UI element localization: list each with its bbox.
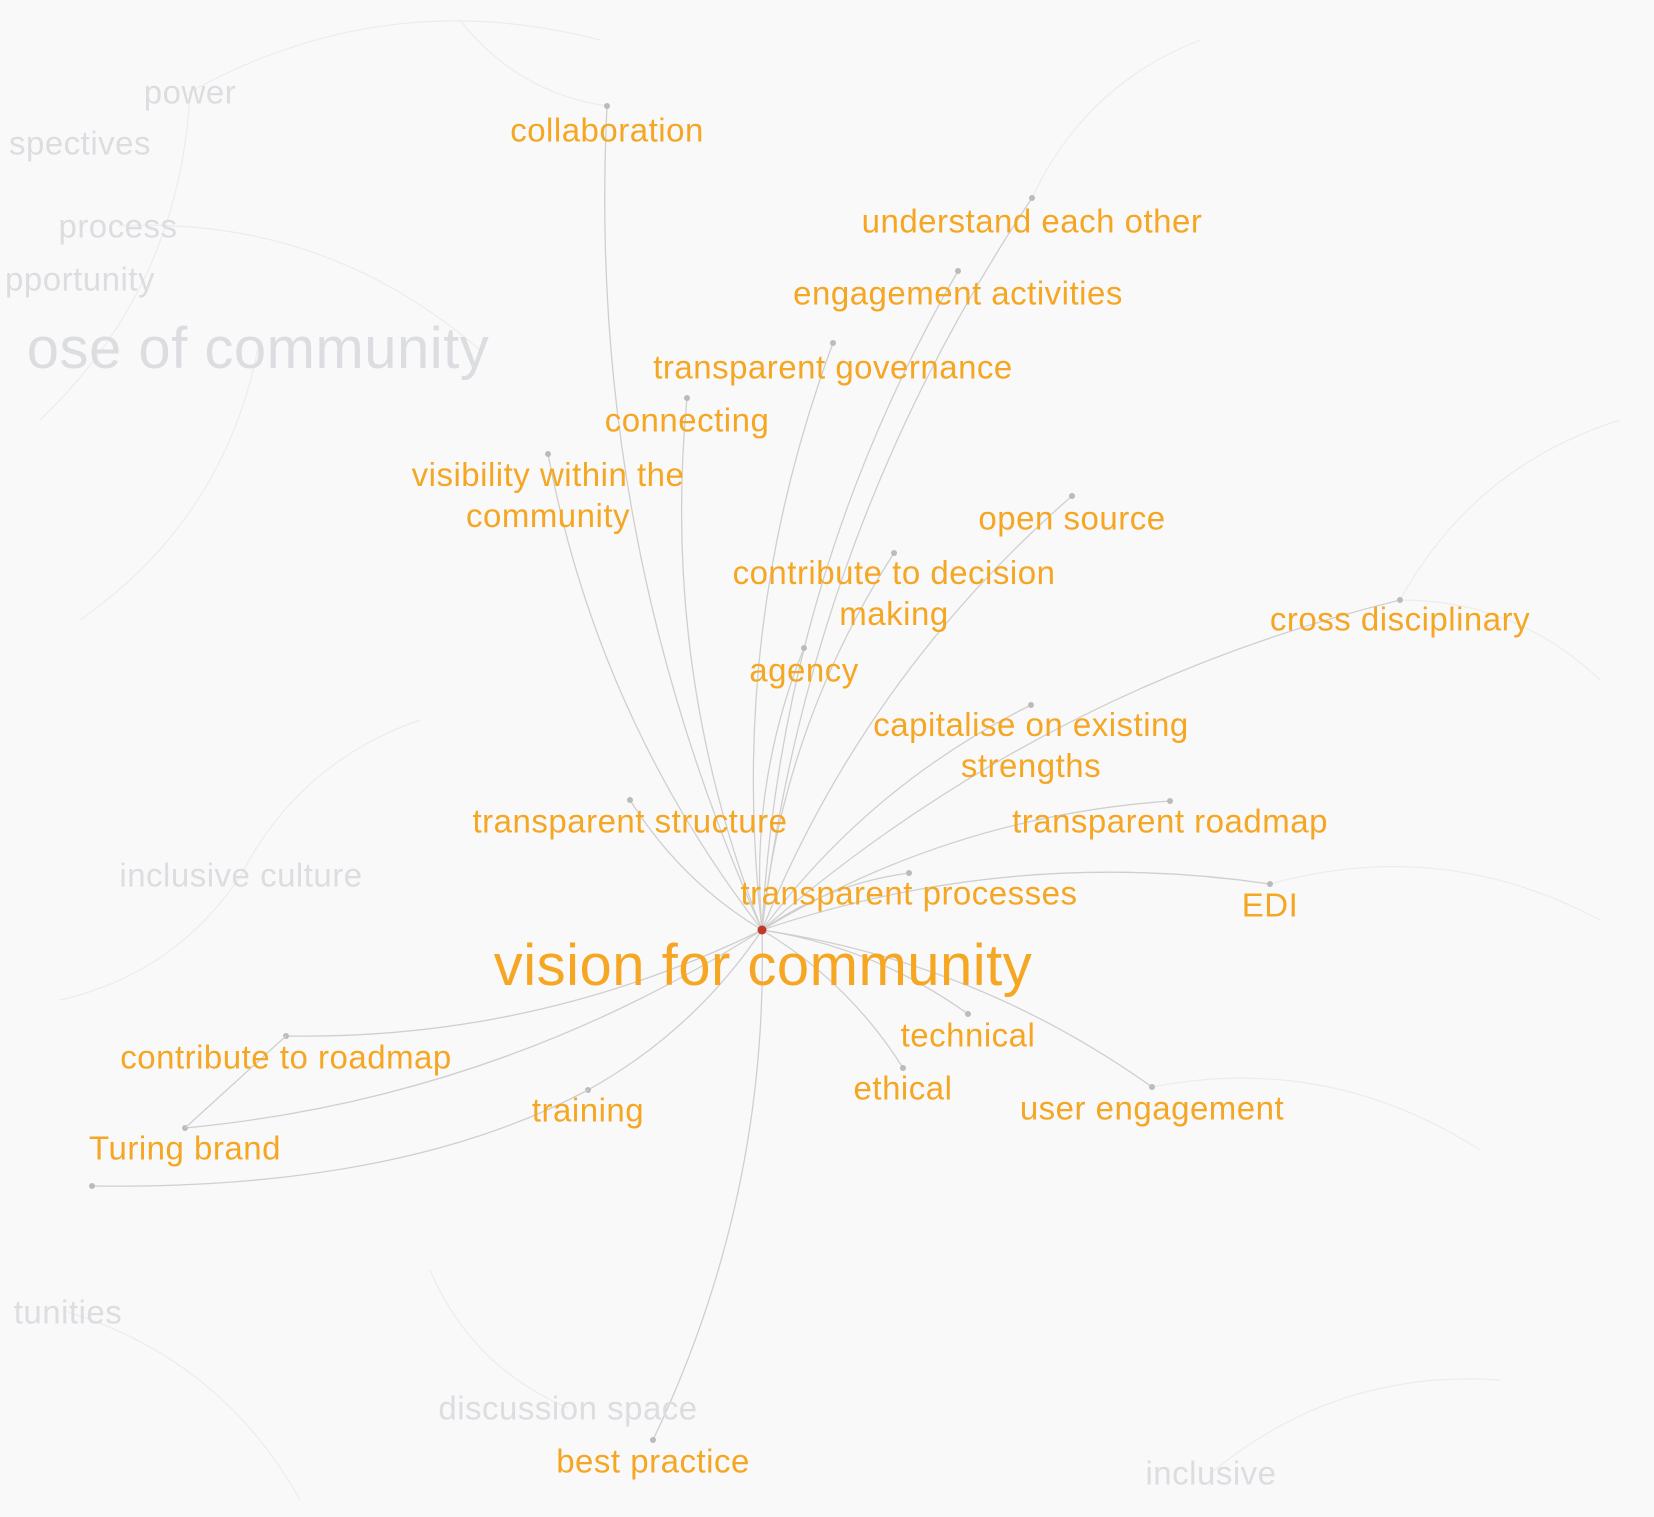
term-opportunity[interactable]: pportunity [5,260,155,298]
edge-structure [629,799,763,931]
term-vision-for-community[interactable]: vision for community [493,932,1033,998]
term-transparent-roadmap[interactable]: transparent roadmap [1012,802,1328,840]
edge-contribroad [285,929,763,1037]
edge-training-left [91,1089,589,1187]
background-edge [117,224,481,351]
term-contribute-to-roadmap[interactable]: contribute to roadmap [120,1038,452,1076]
background-edge [1210,1378,1501,1474]
hub-node [757,925,767,935]
term-purpose-of-community[interactable]: ose of community [26,315,490,381]
background-edge [79,348,259,621]
background-edge [189,20,601,93]
node-dot-opensource [1069,493,1075,499]
term-transparent-governance[interactable]: transparent governance [653,348,1013,386]
term-inclusive-culture[interactable]: inclusive culture [119,856,363,894]
term-process[interactable]: process [58,207,178,245]
edge-turing [184,929,763,1129]
edge-understand [761,197,1033,931]
background-edge [459,19,608,107]
edge-visibility [547,453,763,931]
edge-cross [761,599,1401,931]
edge-gov [752,342,834,931]
edge-edi [761,871,1271,931]
background-edge [1269,865,1601,921]
edge-collaboration [604,105,763,931]
node-dot-collaboration [604,103,610,109]
edge-agency [758,647,805,931]
node-dot-understand [1029,195,1035,201]
node-dot-edi [1267,881,1273,887]
term-inclusive[interactable]: inclusive [1145,1454,1277,1492]
term-agency[interactable]: agency [749,651,859,689]
edge-training [587,929,763,1091]
term-ethical[interactable]: ethical [853,1069,953,1107]
node-dot-decision [891,550,897,556]
term-edi[interactable]: EDI [1241,886,1299,924]
edge-ethical [761,929,904,1069]
background-edge [240,719,421,876]
node-dot-user [1149,1084,1155,1090]
term-contribute-to-decision-making[interactable]: contribute to decision making [732,553,1056,632]
term-spectives[interactable]: spectives [8,124,152,162]
node-dot-connecting [684,395,690,401]
term-open-source[interactable]: open source [978,499,1166,537]
node-dot-best [650,1437,656,1443]
term-user-engagement[interactable]: user engagement [1019,1089,1285,1127]
edge-contribroad-turing [184,1035,287,1129]
node-dot-capitalise [1028,702,1034,708]
background-edge [39,91,191,421]
background-edge [67,1311,301,1501]
node-dot-structure [627,797,633,803]
term-opportunities[interactable]: tunities [13,1293,123,1331]
term-visibility-within-the-community[interactable]: visibility within the community [411,455,685,534]
background-edge [59,874,242,1001]
node-dot-processes [906,870,912,876]
node-dot-gov [830,340,836,346]
node-dot-roadmap [1167,798,1173,804]
term-transparent-structure[interactable]: transparent structure [472,802,788,840]
term-discussion-space[interactable]: discussion space [438,1389,698,1427]
edge-best [652,929,763,1441]
edge-opensource [761,495,1073,931]
background-edge [1031,39,1201,199]
edge-processes [761,872,910,931]
edge-decision [761,552,895,931]
background-edge [1399,419,1621,601]
background-edge [1151,1077,1481,1151]
term-connecting[interactable]: connecting [604,401,770,439]
term-capitalise-on-existing-strengths[interactable]: capitalise on existing strengths [873,705,1189,784]
term-collaboration[interactable]: collaboration [510,111,704,149]
node-dot-engagement [955,268,961,274]
term-cross-disciplinary[interactable]: cross disciplinary [1269,600,1531,638]
edge-engagement [761,270,959,931]
term-transparent-processes[interactable]: transparent processes [740,874,1078,912]
term-training[interactable]: training [531,1091,645,1129]
node-dot-cross [1397,597,1403,603]
term-best-practice[interactable]: best practice [556,1442,750,1480]
node-dot-technical [965,1011,971,1017]
background-edge [429,1269,569,1409]
node-dot-ethical [900,1065,906,1071]
edge-connecting [680,397,763,931]
node-dot-agency [801,645,807,651]
edge-capitalise [761,704,1032,931]
edge-user [761,929,1153,1088]
background-edge [1399,599,1601,681]
term-understand-each-other[interactable]: understand each other [861,202,1203,240]
term-technical[interactable]: technical [900,1016,1036,1054]
term-engagement-activities[interactable]: engagement activities [793,274,1123,312]
term-turing-brand[interactable]: Turing brand [89,1129,281,1167]
node-dot-visibility [545,451,551,457]
term-power[interactable]: power [143,73,237,111]
node-dot-left-end [89,1183,95,1189]
